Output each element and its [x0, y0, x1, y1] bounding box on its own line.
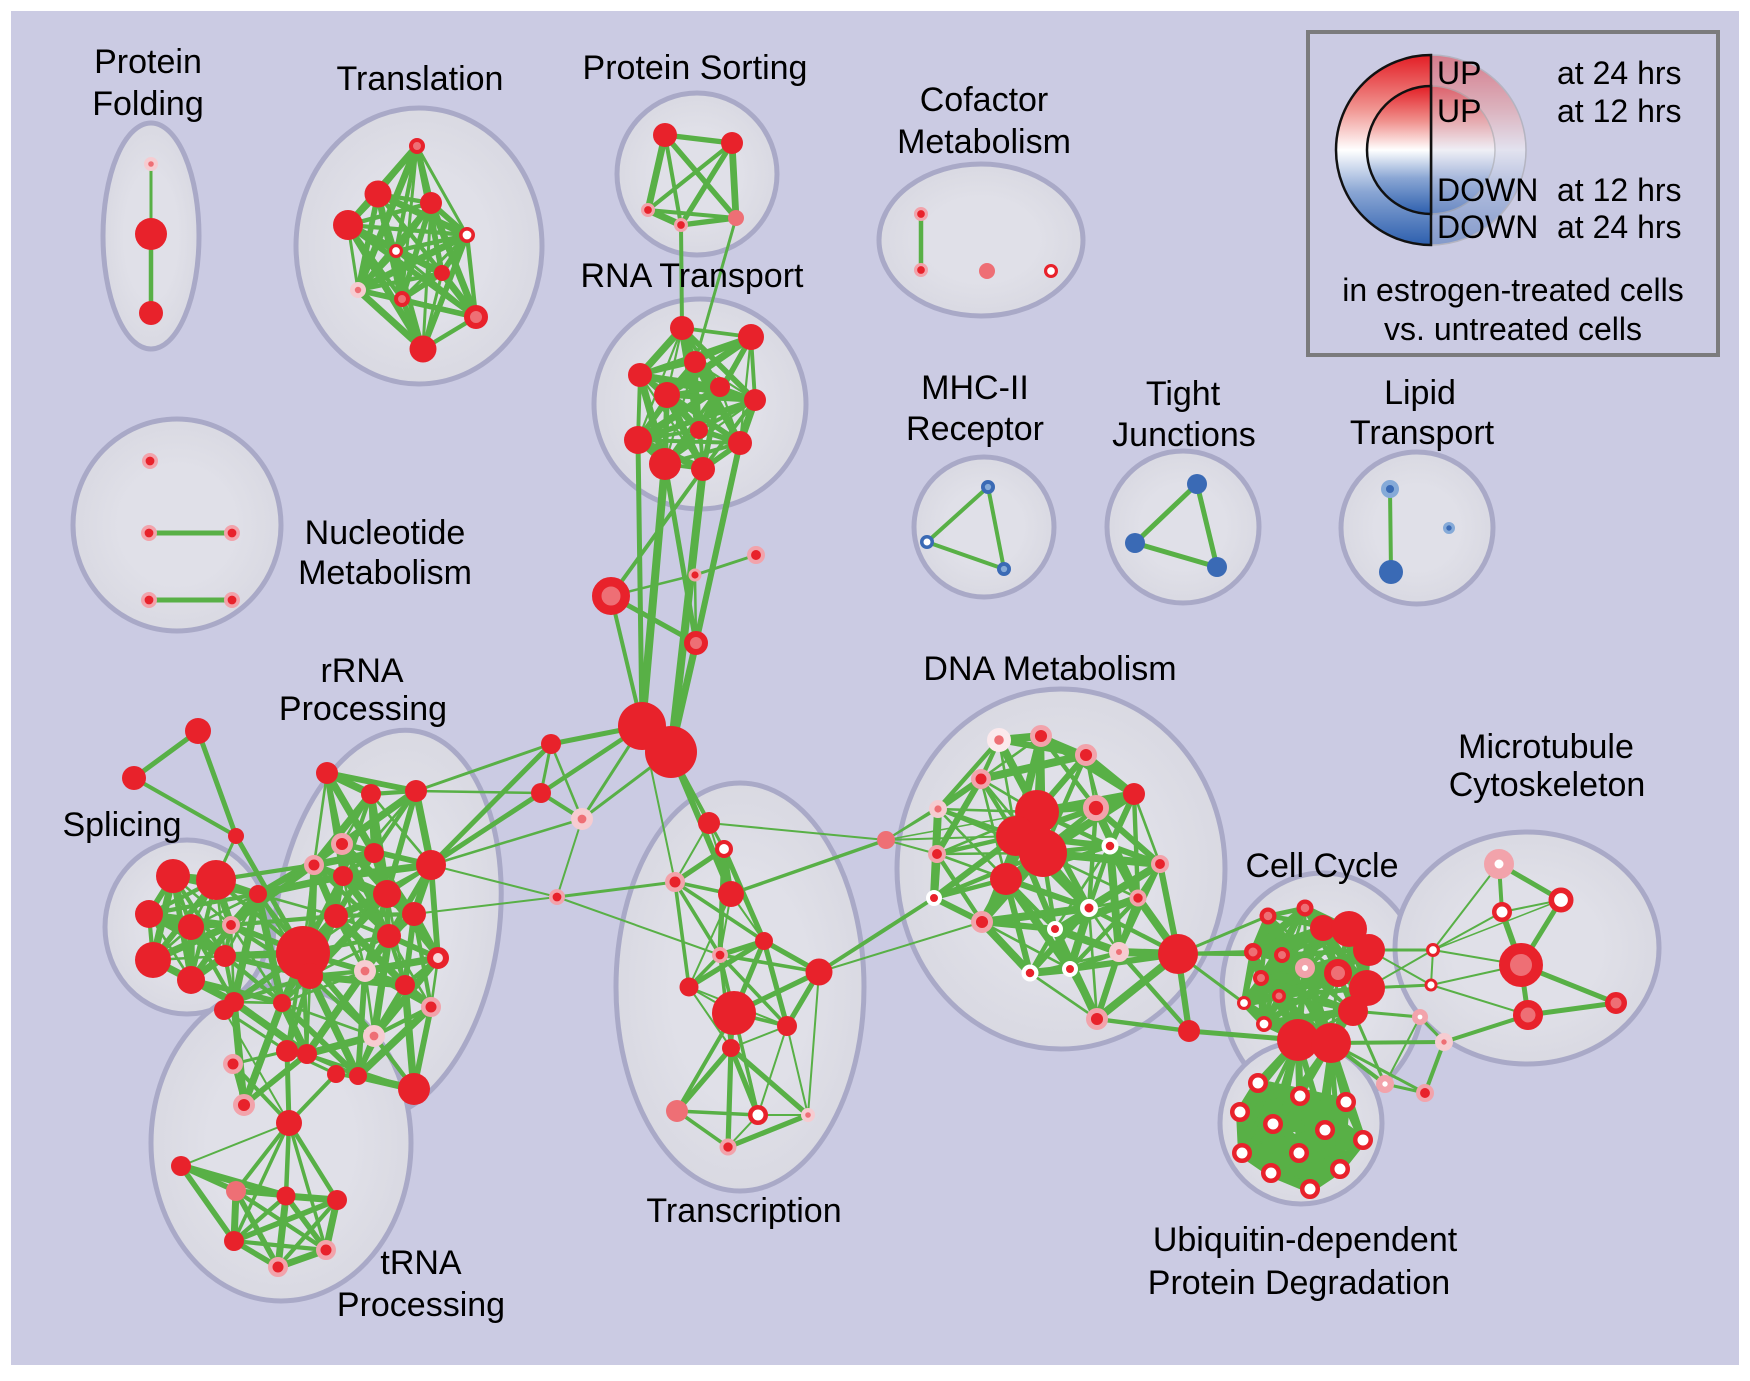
svg-text:tRNA: tRNA: [380, 1244, 462, 1282]
svg-text:MHC-II: MHC-II: [921, 369, 1029, 407]
svg-text:DNA Metabolism: DNA Metabolism: [923, 650, 1176, 688]
svg-text:at 24 hrs: at 24 hrs: [1557, 55, 1682, 91]
svg-text:Cofactor: Cofactor: [920, 81, 1049, 119]
svg-text:rRNA: rRNA: [320, 652, 403, 690]
svg-text:at 12 hrs: at 12 hrs: [1557, 93, 1682, 129]
svg-text:Transport: Transport: [1350, 414, 1495, 452]
svg-text:Cell Cycle: Cell Cycle: [1245, 847, 1398, 885]
svg-text:Receptor: Receptor: [906, 410, 1044, 448]
svg-text:Splicing: Splicing: [62, 806, 181, 844]
svg-text:at 24 hrs: at 24 hrs: [1557, 209, 1682, 245]
svg-text:Processing: Processing: [279, 690, 447, 728]
svg-text:Nucleotide: Nucleotide: [305, 514, 466, 552]
svg-text:in estrogen-treated cells: in estrogen-treated cells: [1342, 272, 1684, 308]
svg-text:Ubiquitin-dependent: Ubiquitin-dependent: [1153, 1221, 1458, 1259]
svg-text:Metabolism: Metabolism: [897, 123, 1071, 161]
svg-text:at 12 hrs: at 12 hrs: [1557, 172, 1682, 208]
svg-text:Transcription: Transcription: [646, 1192, 841, 1230]
svg-text:Protein Sorting: Protein Sorting: [583, 49, 808, 87]
svg-text:vs. untreated cells: vs. untreated cells: [1384, 311, 1642, 347]
svg-text:Cytoskeleton: Cytoskeleton: [1449, 766, 1646, 804]
svg-text:Protein Degradation: Protein Degradation: [1148, 1264, 1450, 1302]
svg-text:Metabolism: Metabolism: [298, 554, 472, 592]
svg-text:UP: UP: [1437, 93, 1481, 129]
svg-text:Translation: Translation: [337, 60, 504, 98]
svg-text:Lipid: Lipid: [1384, 374, 1456, 412]
svg-text:Protein: Protein: [94, 43, 202, 81]
svg-text:DOWN: DOWN: [1437, 209, 1538, 245]
svg-text:Junctions: Junctions: [1112, 416, 1256, 454]
svg-text:Folding: Folding: [92, 85, 204, 123]
svg-text:UP: UP: [1437, 55, 1481, 91]
svg-text:DOWN: DOWN: [1437, 172, 1538, 208]
svg-text:Tight: Tight: [1146, 375, 1221, 413]
svg-text:RNA Transport: RNA Transport: [581, 257, 805, 295]
svg-text:Processing: Processing: [337, 1286, 505, 1324]
svg-text:Microtubule: Microtubule: [1458, 728, 1634, 766]
